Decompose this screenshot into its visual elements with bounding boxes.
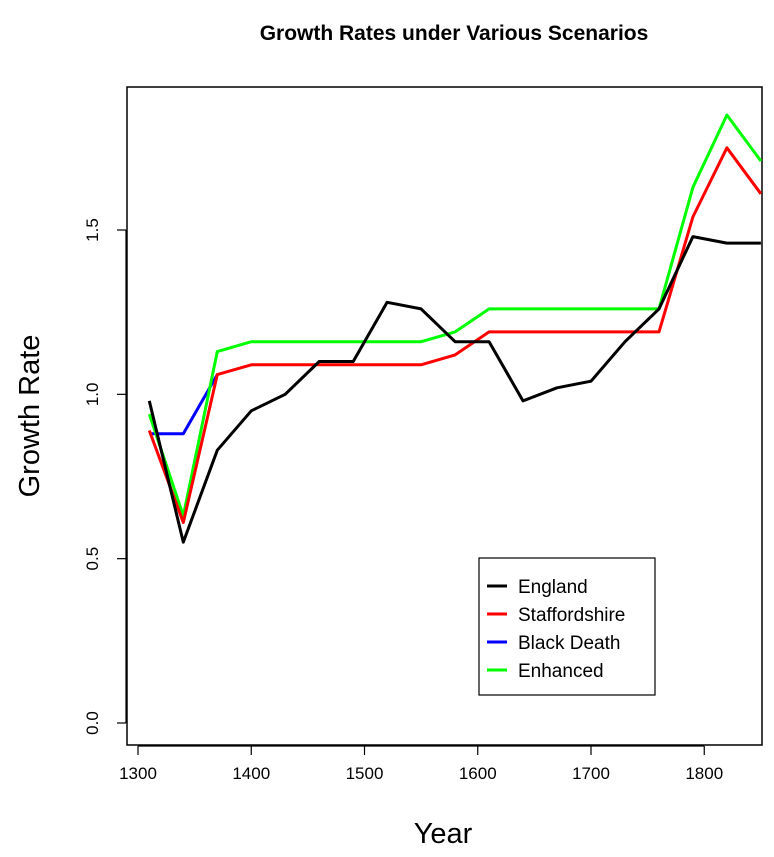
series-line-black-death bbox=[149, 373, 219, 436]
legend-label-england: England bbox=[518, 577, 588, 598]
y-tick-label: 0.5 bbox=[83, 547, 102, 571]
y-tick-label: 1.5 bbox=[83, 218, 102, 242]
series-layer bbox=[147, 113, 763, 544]
x-tick-label: 1500 bbox=[346, 764, 384, 783]
y-axis-label: Growth Rate bbox=[14, 335, 46, 498]
y-tick-label: 0.0 bbox=[83, 711, 102, 735]
legend-label-staffordshire: Staffordshire bbox=[518, 605, 625, 626]
legend-label-black-death: Black Death bbox=[518, 633, 620, 654]
plot-frame bbox=[126, 86, 763, 746]
x-tick-label: 1700 bbox=[572, 764, 610, 783]
series-line-enhanced bbox=[147, 113, 763, 518]
x-axis: 1300 1400 1500 1600 1700 1800 bbox=[119, 745, 723, 783]
legend-box bbox=[478, 557, 656, 696]
legend: England Staffordshire Black Death Enhanced bbox=[478, 557, 656, 696]
y-tick-label: 1.0 bbox=[83, 383, 102, 407]
x-tick-label: 1800 bbox=[685, 764, 723, 783]
x-tick-label: 1300 bbox=[119, 764, 157, 783]
y-axis: 0.0 0.5 1.0 1.5 bbox=[83, 218, 127, 735]
series-line-england bbox=[147, 235, 761, 544]
series-line-staffordshire bbox=[147, 146, 763, 524]
chart-title: Growth Rates under Various Scenarios bbox=[260, 22, 649, 45]
legend-label-enhanced: Enhanced bbox=[518, 661, 604, 682]
x-tick-label: 1400 bbox=[232, 764, 270, 783]
x-axis-label: Year bbox=[414, 818, 473, 850]
x-tick-label: 1600 bbox=[459, 764, 497, 783]
